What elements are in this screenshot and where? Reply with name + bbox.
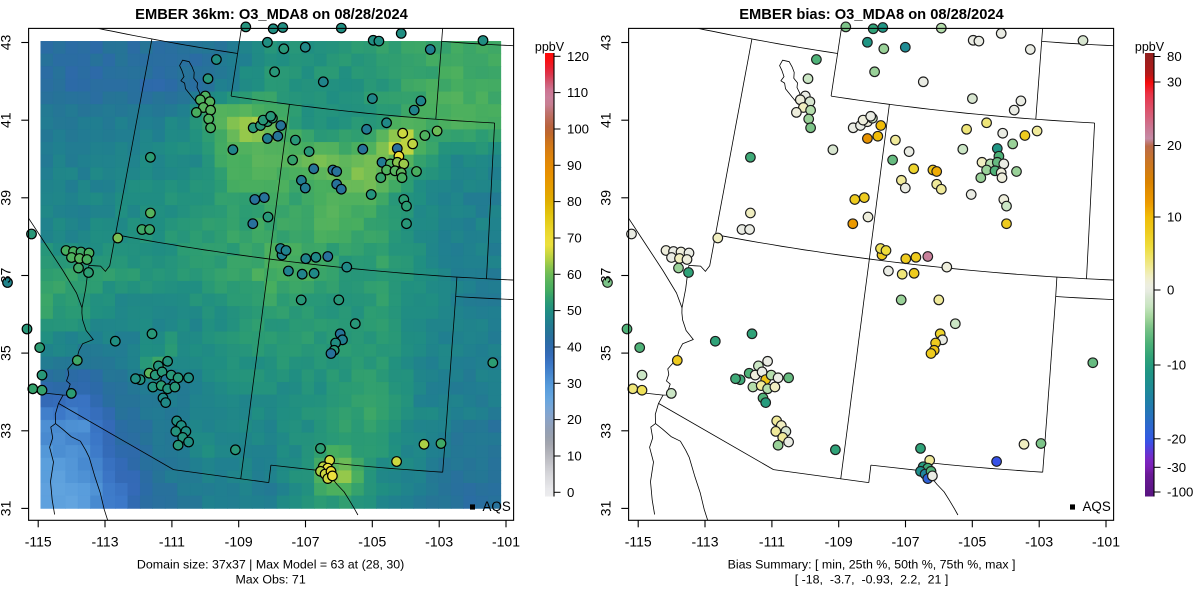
svg-text:-113: -113 [692, 533, 719, 549]
svg-text:-107: -107 [891, 533, 919, 549]
svg-text:40: 40 [567, 340, 582, 355]
svg-text:ppbV: ppbV [1135, 40, 1165, 54]
svg-text:33: 33 [0, 423, 14, 439]
svg-text:Bias Summary: [ min, 25th %, 5: Bias Summary: [ min, 25th %, 50th %, 75t… [728, 558, 1016, 572]
svg-text:20: 20 [1167, 138, 1182, 153]
svg-text:37: 37 [598, 268, 614, 284]
svg-text:100: 100 [567, 122, 589, 137]
svg-text:30: 30 [567, 376, 582, 391]
svg-text:-103: -103 [425, 533, 453, 549]
svg-text:41: 41 [0, 112, 14, 128]
svg-text:-101: -101 [492, 533, 520, 549]
svg-text:-100: -100 [1167, 485, 1193, 500]
svg-text:ppbV: ppbV [535, 40, 565, 54]
svg-text:-107: -107 [291, 533, 319, 549]
svg-text:39: 39 [0, 190, 14, 206]
svg-text:30: 30 [1167, 75, 1182, 90]
svg-text:Domain size: 37x37 | Max Model: Domain size: 37x37 | Max Model = 63 at (… [137, 558, 404, 572]
svg-text:-109: -109 [825, 533, 853, 549]
svg-text:-111: -111 [759, 533, 785, 549]
svg-text:-113: -113 [92, 533, 119, 549]
svg-text:AQS: AQS [483, 499, 511, 514]
svg-text:43: 43 [598, 35, 614, 51]
svg-text:-115: -115 [25, 533, 52, 549]
svg-text:110: 110 [567, 85, 588, 100]
svg-text:35: 35 [0, 345, 14, 361]
svg-text:[ -18, -3.7, -0.93, 2.2, 2: [ -18, -3.7, -0.93, 2.2, 21 ] [795, 573, 949, 587]
svg-text:37: 37 [0, 268, 14, 284]
svg-text:31: 31 [598, 500, 614, 516]
svg-text:33: 33 [598, 423, 614, 439]
svg-text:EMBER 36km: O3_MDA8 on 08/28/2: EMBER 36km: O3_MDA8 on 08/28/2024 [135, 7, 408, 23]
svg-text:10: 10 [567, 449, 582, 464]
svg-text:-101: -101 [1092, 533, 1120, 549]
svg-text:-103: -103 [1025, 533, 1053, 549]
svg-text:-111: -111 [159, 533, 185, 549]
svg-text:60: 60 [567, 267, 582, 282]
svg-text:-105: -105 [958, 533, 986, 549]
svg-text:90: 90 [567, 158, 582, 173]
svg-text:-20: -20 [1167, 431, 1186, 446]
svg-text:-30: -30 [1167, 460, 1186, 475]
svg-text:70: 70 [567, 231, 582, 246]
svg-text:0: 0 [567, 485, 574, 500]
svg-text:43: 43 [0, 35, 14, 51]
svg-text:0: 0 [1167, 283, 1174, 298]
svg-text:AQS: AQS [1083, 499, 1111, 514]
svg-text:31: 31 [0, 500, 14, 516]
svg-text:50: 50 [567, 303, 582, 318]
svg-text:20: 20 [567, 412, 582, 427]
svg-text:120: 120 [567, 49, 589, 64]
svg-text:80: 80 [567, 194, 582, 209]
svg-text:Max Obs: 71: Max Obs: 71 [235, 573, 305, 587]
svg-text:10: 10 [1167, 210, 1182, 225]
svg-text:35: 35 [598, 345, 614, 361]
svg-text:-10: -10 [1167, 358, 1186, 373]
svg-text:-115: -115 [625, 533, 652, 549]
svg-text:EMBER bias: O3_MDA8 on 08/28/2: EMBER bias: O3_MDA8 on 08/28/2024 [739, 7, 1004, 23]
svg-text:-109: -109 [225, 533, 253, 549]
svg-text:-105: -105 [358, 533, 386, 549]
svg-text:80: 80 [1167, 49, 1182, 64]
svg-text:39: 39 [598, 190, 614, 206]
svg-text:41: 41 [598, 112, 614, 128]
